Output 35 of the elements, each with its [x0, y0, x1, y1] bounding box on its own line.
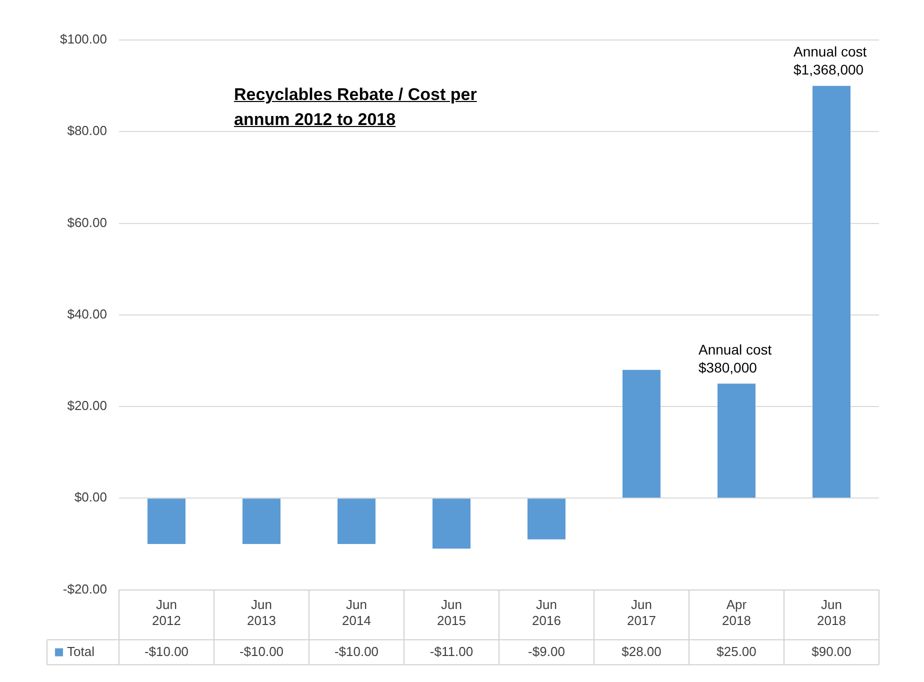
x-tick-label: Jun 2016: [532, 597, 561, 628]
annotation: Annual cost $380,000: [698, 341, 772, 376]
annotation: Annual cost $1,368,000: [794, 44, 867, 78]
x-tick-label: Jun 2012: [152, 597, 181, 628]
y-tick-label: $40.00: [67, 306, 107, 322]
data-label: $25.00: [716, 644, 756, 659]
bar: [622, 370, 660, 498]
bar: [337, 498, 376, 544]
bar: [242, 498, 280, 544]
data-label: -$10.00: [239, 644, 284, 659]
bar: [147, 498, 186, 544]
data-label: $28.00: [622, 644, 662, 659]
x-tick-label: Jun 2018: [817, 597, 846, 628]
x-tick-label: Jun 2014: [342, 597, 371, 628]
y-tick-label: $60.00: [67, 214, 107, 230]
y-tick-label: -$20.00: [62, 581, 107, 596]
bar: [718, 384, 756, 498]
x-tick-label: Apr 2018: [722, 597, 751, 628]
bar: [432, 498, 470, 549]
x-tick-label: Jun 2017: [627, 597, 656, 628]
bar: [527, 498, 566, 540]
data-label: -$10.00: [334, 644, 379, 659]
data-label: -$9.00: [528, 644, 565, 659]
y-tick-label: $0.00: [74, 490, 107, 505]
x-tick-label: Jun 2013: [247, 597, 276, 628]
bar: [812, 86, 850, 498]
text: Recyclables Rebate / Cost per annum 2012 to 2018: [234, 84, 478, 131]
data-label: $90.00: [812, 644, 852, 659]
y-tick-label: $20.00: [67, 398, 107, 414]
legend-label: Total: [66, 644, 95, 659]
data-label: -$10.00: [144, 644, 189, 659]
y-tick-label: $80.00: [67, 123, 107, 138]
y-tick-label: $100.00: [60, 32, 107, 47]
data-label: -$11.00: [430, 644, 474, 659]
x-tick-label: Jun 2015: [437, 597, 466, 628]
